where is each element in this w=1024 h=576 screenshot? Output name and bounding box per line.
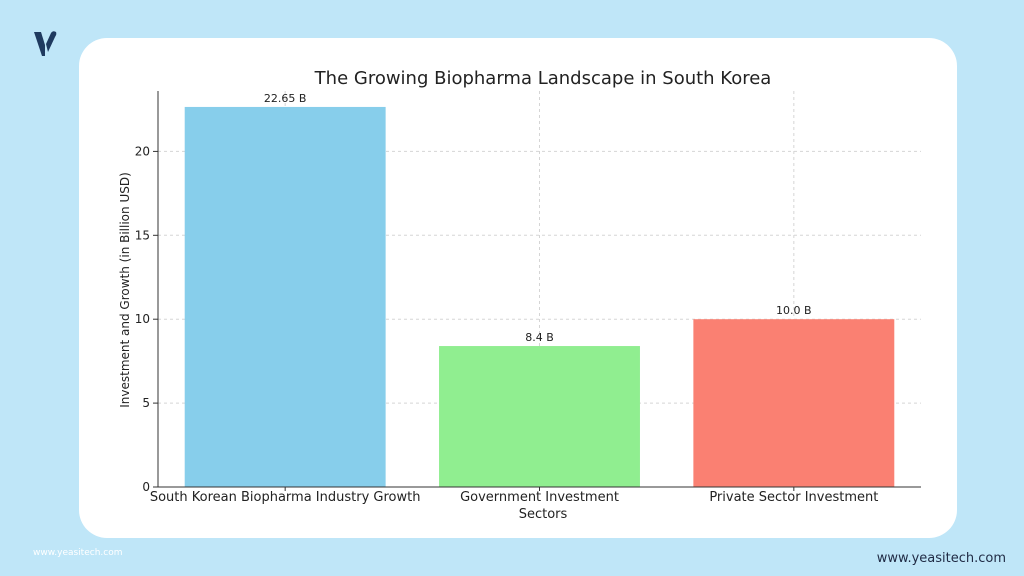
y-tick-label: 5 — [142, 396, 150, 410]
x-tick-label: South Korean Biopharma Industry Growth — [150, 490, 421, 505]
bar-data-label: 8.4 B — [525, 331, 554, 344]
x-axis-label: Sectors — [519, 507, 568, 522]
footer-right-url[interactable]: www.yeasitech.com — [876, 551, 1006, 566]
y-tick-label: 20 — [135, 144, 150, 158]
x-tick-label: Government Investment — [460, 490, 619, 505]
bar — [184, 106, 386, 488]
bar — [693, 319, 895, 487]
x-tick-label: Private Sector Investment — [709, 490, 878, 505]
bar — [439, 346, 640, 487]
y-tick-label: 10 — [135, 312, 150, 326]
bar-data-label: 22.65 B — [264, 92, 307, 105]
yeasitech-logo-icon — [34, 31, 57, 56]
chart-title: The Growing Biopharma Landscape in South… — [314, 68, 772, 89]
y-tick-label: 15 — [135, 228, 150, 242]
tick-layer: 0 5 10 15 20 22.65 B South Korean Biopharma In… — [135, 92, 879, 505]
footer-left-url[interactable]: www.yeasitech.com — [33, 548, 123, 558]
bar-data-label: 10.0 B — [776, 304, 812, 317]
y-tick-label: 0 — [142, 480, 150, 494]
bar-layer — [184, 106, 895, 488]
y-axis-label: Investment and Growth (in Billion USD) — [118, 172, 132, 408]
